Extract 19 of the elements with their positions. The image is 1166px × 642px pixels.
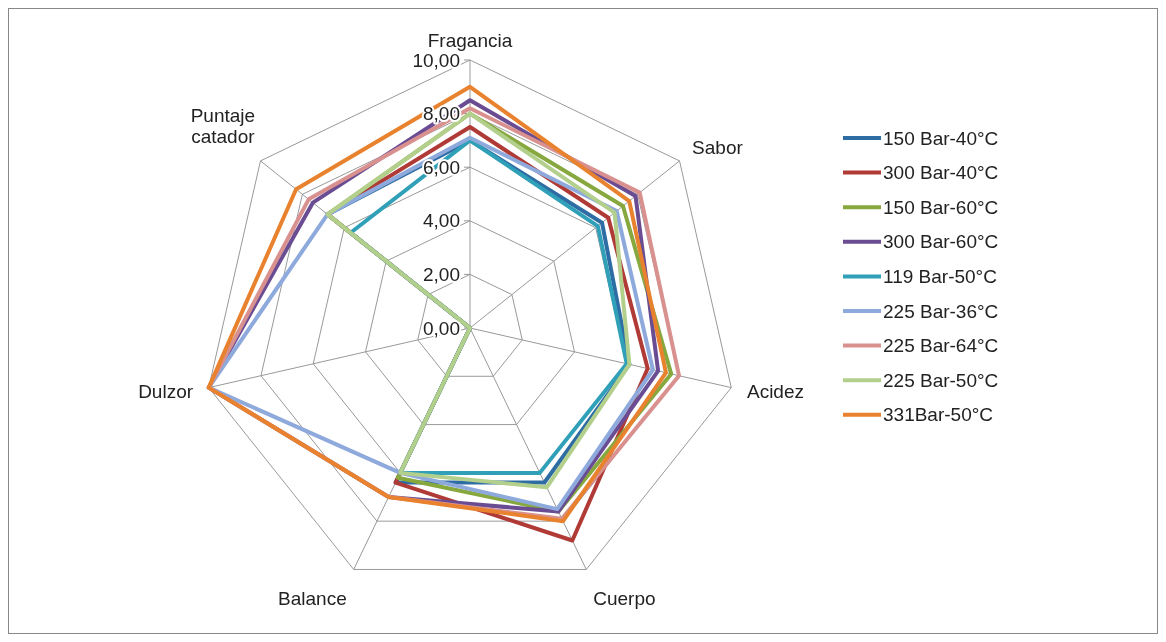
legend-label: 300 Bar-60°C (883, 231, 999, 253)
spoke-label: Sabor (692, 136, 744, 158)
y-tick-label: 0,00 (423, 317, 460, 339)
legend-label: 300 Bar-40°C (883, 162, 999, 184)
y-tick-label: 4,00 (423, 210, 460, 232)
legend-label: 119 Bar-50°C (883, 266, 997, 288)
legend-label: 150 Bar-40°C (883, 127, 999, 149)
spoke-label: Cuerpo (593, 587, 656, 609)
legend-label: 150 Bar-60°C (883, 196, 999, 218)
legend-label: 225 Bar-64°C (883, 335, 999, 357)
spoke-label: Fragancia (427, 29, 513, 51)
legend-label: 225 Bar-36°C (883, 300, 999, 322)
legend-label: 331Bar-50°C (883, 404, 994, 426)
legend-label: 225 Bar-50°C (883, 369, 999, 391)
spoke-label: Acidez (746, 380, 804, 402)
spoke-label: Balance (278, 587, 347, 609)
spoke-label: Puntaje catador (190, 104, 256, 148)
spoke-label: Dulzor (138, 380, 194, 402)
y-tick-label: 2,00 (423, 264, 460, 286)
